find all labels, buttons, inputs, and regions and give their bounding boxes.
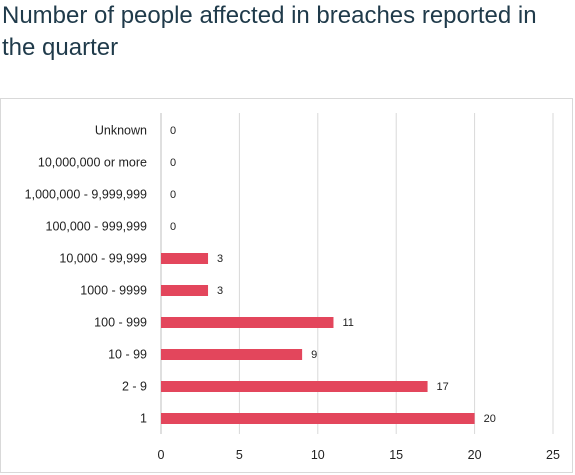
data-label: 9 [311, 349, 317, 361]
data-label: 3 [217, 285, 223, 297]
data-label: 0 [170, 189, 176, 201]
bar [161, 253, 209, 264]
chart-area [0, 98, 573, 473]
bars [161, 253, 475, 424]
data-label: 0 [170, 125, 176, 137]
bar [161, 381, 428, 392]
x-tick-label: 0 [158, 448, 165, 462]
category-label: 100,000 - 999,999 [46, 220, 148, 234]
x-tick-label: 20 [468, 448, 482, 462]
category-label: Unknown [95, 124, 147, 138]
bar [161, 317, 334, 328]
category-label: 100 - 999 [94, 316, 147, 330]
x-tick-label: 25 [546, 448, 560, 462]
bar [161, 285, 209, 296]
category-label: 1 [140, 412, 147, 426]
bar [161, 413, 475, 424]
category-label: 1000 - 9999 [80, 284, 147, 298]
data-label: 0 [170, 221, 176, 233]
category-label: 10,000 - 99,999 [59, 252, 147, 266]
chart-title: Number of people affected in breaches re… [2, 2, 537, 61]
data-label: 20 [484, 413, 496, 425]
bar [161, 349, 303, 360]
gridlines [160, 113, 554, 434]
data-label: 0 [170, 157, 176, 169]
category-label: 1,000,000 - 9,999,999 [25, 188, 147, 202]
data-label: 3 [217, 253, 223, 265]
data-label: 17 [437, 381, 449, 393]
x-tick-label: 15 [389, 448, 403, 462]
category-label: 2 - 9 [122, 380, 147, 394]
data-label: 11 [342, 317, 353, 329]
x-tick-label: 10 [311, 448, 325, 462]
category-label: 10,000,000 or more [38, 156, 147, 170]
category-label: 10 - 99 [108, 348, 147, 362]
x-tick-label: 5 [236, 448, 243, 462]
